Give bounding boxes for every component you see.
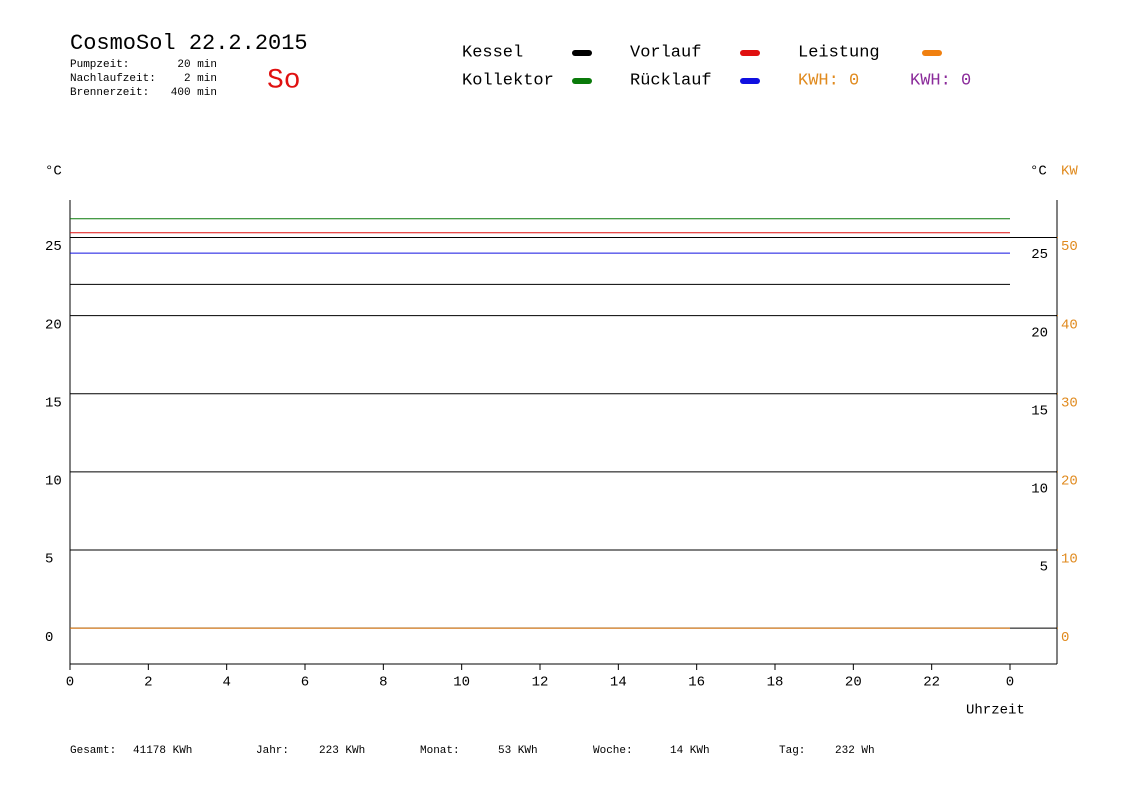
setting-value: 20 min — [177, 59, 217, 71]
setting-label: Pumpzeit: — [70, 59, 129, 71]
y2-tick-label: 5 — [1040, 560, 1048, 576]
footer-label: Tag: — [779, 745, 805, 757]
legend-label: Kollektor — [462, 71, 554, 90]
kw-tick-label: 0 — [1061, 630, 1069, 646]
legend-label: Kessel — [462, 43, 523, 62]
x-tick-label: 18 — [767, 675, 784, 691]
kwh-total: KWH: 0 — [798, 71, 859, 90]
y2-tick-label: 15 — [1031, 403, 1048, 419]
setting-value: 400 min — [171, 87, 217, 99]
kw-tick-label: 50 — [1061, 239, 1078, 255]
kw-axis-label: KW — [1061, 164, 1078, 180]
y-axis-label: °C — [45, 164, 62, 180]
x-tick-label: 4 — [222, 675, 230, 691]
x-tick-label: 6 — [301, 675, 309, 691]
x-tick-label: 0 — [66, 675, 74, 691]
y-tick-label: 0 — [45, 630, 53, 646]
x-tick-label: 16 — [688, 675, 705, 691]
footer-value: 53 KWh — [498, 745, 538, 757]
kw-tick-label: 10 — [1061, 552, 1078, 568]
legend-label: Leistung — [798, 43, 880, 62]
footer-value: 14 KWh — [670, 745, 710, 757]
x-tick-label: 12 — [532, 675, 549, 691]
y2-tick-label: 10 — [1031, 482, 1048, 498]
footer-label: Woche: — [593, 745, 633, 757]
setting-value: 2 min — [184, 73, 217, 85]
setting-label: Brennerzeit: — [70, 87, 149, 99]
legend-label: Vorlauf — [630, 43, 701, 62]
x-tick-label: 14 — [610, 675, 627, 691]
y2-tick-label: 20 — [1031, 325, 1048, 341]
y-tick-label: 10 — [45, 474, 62, 490]
footer-label: Gesamt: — [70, 745, 116, 757]
x-tick-label: 10 — [453, 675, 470, 691]
kw-tick-label: 30 — [1061, 395, 1078, 411]
y-tick-label: 20 — [45, 317, 62, 333]
y-tick-label: 25 — [45, 239, 62, 255]
y2-tick-label: 25 — [1031, 247, 1048, 263]
x-axis-label: Uhrzeit — [966, 703, 1025, 719]
setting-label: Nachlaufzeit: — [70, 73, 156, 85]
title: CosmoSol 22.2.2015 — [70, 31, 308, 56]
x-tick-label: 8 — [379, 675, 387, 691]
kw-tick-label: 20 — [1061, 474, 1078, 490]
x-tick-label: 20 — [845, 675, 862, 691]
day: So — [267, 65, 301, 96]
footer-value: 41178 KWh — [133, 745, 192, 757]
y2-axis-label: °C — [1030, 164, 1047, 180]
kwh-total: KWH: 0 — [910, 71, 971, 90]
kw-tick-label: 40 — [1061, 317, 1078, 333]
footer-label: Jahr: — [256, 745, 289, 757]
x-tick-label: 2 — [144, 675, 152, 691]
y-tick-label: 15 — [45, 395, 62, 411]
footer-label: Monat: — [420, 745, 460, 757]
x-tick-label: 0 — [1006, 675, 1014, 691]
x-tick-label: 22 — [923, 675, 940, 691]
legend-label: Rücklauf — [630, 71, 712, 90]
y-tick-label: 5 — [45, 552, 53, 568]
footer-value: 223 KWh — [319, 745, 365, 757]
footer-value: 232 Wh — [835, 745, 875, 757]
